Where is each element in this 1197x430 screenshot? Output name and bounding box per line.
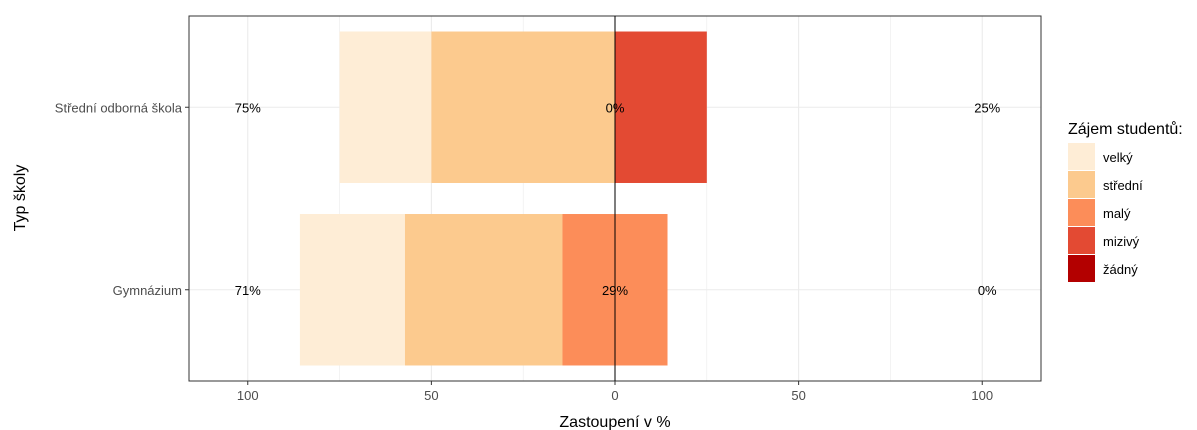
legend-swatch [1068, 143, 1095, 170]
legend-swatch [1068, 199, 1095, 226]
x-axis-title: Zastoupení v % [559, 414, 670, 430]
legend-title: Zájem studentů: [1068, 120, 1183, 138]
bar-segment [299, 214, 405, 366]
x-tick-label: 100 [237, 388, 259, 403]
legend-label: malý [1103, 206, 1131, 221]
pct-label-left: 71% [235, 283, 261, 298]
bar-segment [404, 214, 563, 366]
bar-segment [339, 31, 432, 183]
axes-layer: 100 50 0 50 100 Střední odborná škola Gymnáziu… [55, 16, 993, 403]
legend: Zájem studentů: velký střední malý mizivý žá… [1068, 120, 1183, 282]
legend-items: velký střední malý mizivý žádný [1068, 143, 1143, 282]
legend-label: střední [1103, 178, 1143, 193]
pct-label-left: 75% [235, 100, 261, 115]
legend-label: žádný [1103, 262, 1138, 277]
y-tick-label: Gymnázium [113, 283, 182, 298]
legend-swatch [1068, 227, 1095, 254]
bar-segment [615, 31, 707, 183]
legend-swatch [1068, 255, 1095, 282]
bar-segment [431, 31, 615, 183]
legend-label: mizivý [1103, 234, 1140, 249]
pct-label-right: 0% [978, 283, 997, 298]
legend-label: velký [1103, 150, 1133, 165]
x-tick-label: 50 [791, 388, 805, 403]
y-tick-label: Střední odborná škola [55, 100, 183, 115]
x-tick-label: 100 [971, 388, 993, 403]
x-tick-label: 0 [611, 388, 618, 403]
y-axis-title: Typ školy [12, 165, 29, 232]
legend-swatch [1068, 171, 1095, 198]
pct-label-right: 25% [974, 100, 1000, 115]
x-tick-label: 50 [424, 388, 438, 403]
